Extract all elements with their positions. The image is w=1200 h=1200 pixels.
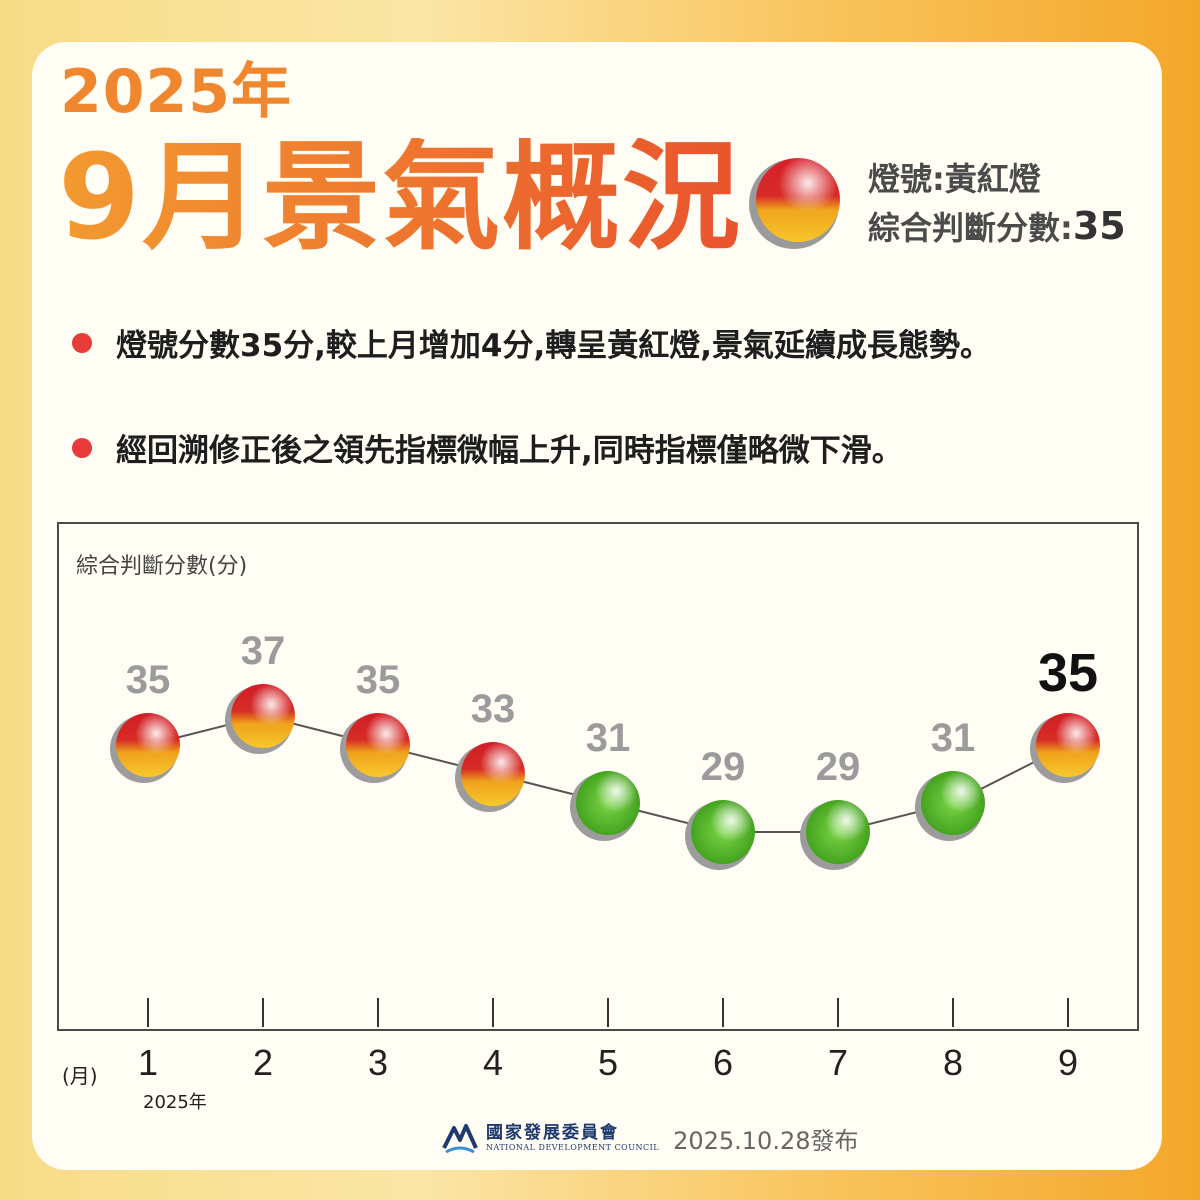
data-label: 35 [356,658,401,702]
x-tick-label: 1 [138,1042,158,1083]
x-tick-label: 7 [828,1042,848,1083]
bullet-item: 經回溯修正後之領先指標微幅上升,同時指標僅略微下滑。 [72,425,903,470]
signal-status: 燈號:黃紅燈 [868,160,1041,198]
data-label: 37 [241,629,286,673]
chart-x-year-note: 2025年 [143,1092,207,1113]
green-light-point [915,771,985,841]
x-tick-label: 9 [1058,1042,1078,1083]
yellow-red-light-point [340,713,410,783]
yellow-red-light-point [225,684,295,754]
chart-x-unit: (月) [62,1064,98,1088]
signal-summary: 燈號:黃紅燈 綜合判斷分數:35 [868,158,1126,252]
ndc-logo-icon [442,1124,478,1154]
composite-score-label: 綜合判斷分數: [868,209,1073,248]
report-year: 2025年 [60,57,292,127]
footer: 國家發展委員會 NATIONAL DEVELOPMENT COUNCIL 202… [440,1118,859,1158]
chart-y-label: 綜合判斷分數(分) [76,554,248,579]
org-name-zh: 國家發展委員會 [486,1123,619,1144]
x-tick-label: 3 [368,1042,388,1083]
x-tick-label: 5 [598,1042,618,1083]
bullet-item: 燈號分數35分,較上月增加4分,轉呈黃紅燈,景氣延續成長態勢。 [72,320,991,365]
x-tick-label: 4 [483,1042,503,1083]
green-light-point [685,800,755,870]
data-label: 29 [701,745,746,789]
data-label: 29 [816,745,861,789]
green-light-point [570,771,640,841]
composite-score: 綜合判斷分數:35 [868,201,1126,252]
x-tick-label: 8 [943,1042,963,1083]
bullet-dot-icon [72,332,92,353]
data-label: 31 [931,716,976,760]
data-label: 31 [586,716,631,760]
release-date: 2025.10.28發布 [673,1126,859,1155]
data-label: 35 [126,658,171,702]
org-name-en: NATIONAL DEVELOPMENT COUNCIL [486,1142,660,1152]
yellow-red-light-icon [749,158,840,249]
x-tick-label: 2 [253,1042,273,1083]
composite-score-value: 35 [1072,204,1126,249]
yellow-red-light-point [455,742,525,812]
bullet-text: 經回溯修正後之領先指標微幅上升,同時指標僅略微下滑。 [116,433,903,469]
green-light-point [800,800,870,870]
x-tick-label: 6 [713,1042,733,1083]
data-label: 33 [471,687,516,731]
bullet-dot-icon [72,437,92,458]
bullet-text: 燈號分數35分,較上月增加4分,轉呈黃紅燈,景氣延續成長態勢。 [116,328,992,364]
ndc-logo-text: 國家發展委員會 NATIONAL DEVELOPMENT COUNCIL [486,1124,659,1152]
yellow-red-light-point [1030,713,1100,783]
page-title: 9月景氣概況 [58,128,743,266]
data-label: 35 [1038,643,1098,703]
yellow-red-light-point [110,713,180,783]
